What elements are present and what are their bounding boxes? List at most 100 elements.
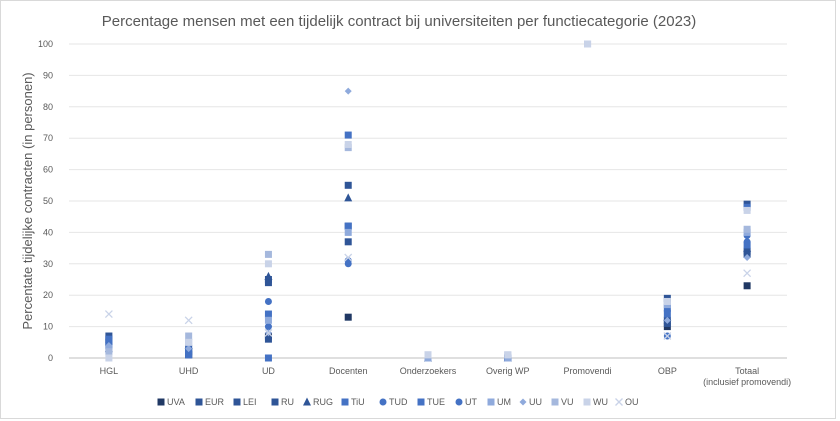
data-point-uva	[743, 282, 751, 290]
data-point-tud	[264, 323, 272, 331]
gridlines	[69, 43, 787, 359]
data-point-lei	[344, 181, 352, 189]
x-tick-label: Promovendi	[564, 366, 612, 376]
data-point-wu	[185, 338, 193, 346]
legend-label: TiU	[351, 397, 365, 407]
data-point-wu	[743, 206, 751, 214]
legend-label: UT	[465, 397, 477, 407]
legend-marker-vu	[551, 398, 559, 406]
legend-marker-lei	[233, 398, 241, 406]
legend: UVA EUR LEI RU RUG TiU TUD TUE UT UM UU VU WU OU	[157, 397, 639, 407]
legend-item-ou: OU	[615, 397, 639, 407]
legend-marker-ou	[615, 398, 623, 406]
data-point-wu	[504, 351, 512, 359]
legend-label: VU	[561, 397, 574, 407]
legend-item-ut: UT	[455, 397, 477, 407]
data-point-tue	[105, 335, 113, 343]
legend-item-lei: LEI	[233, 397, 257, 407]
legend-marker-uu	[519, 398, 527, 406]
x-tick-label: Totaal (inclusief promovendi)	[703, 366, 791, 387]
data-point-ou	[264, 328, 273, 337]
y-tick-label: 0	[48, 353, 53, 363]
y-tick-label: 20	[43, 290, 53, 300]
chart-title: Percentage mensen met een tijdelijk cont…	[102, 13, 697, 30]
legend-item-tud: TUD	[379, 397, 408, 407]
data-point-vu	[264, 250, 272, 258]
legend-item-wu: WU	[583, 397, 608, 407]
legend-item-rug: RUG	[303, 397, 333, 407]
y-tick-labels: 0 10 20 30 40 50 60 70 80 90 100	[38, 39, 53, 363]
data-point-ou	[344, 253, 353, 262]
data-point-ut	[264, 297, 272, 305]
legend-label: OU	[625, 397, 639, 407]
x-tick-label: Overig WP	[486, 366, 530, 376]
data-point-ou	[104, 310, 113, 318]
data-point-wu	[584, 40, 592, 48]
legend-label: RU	[281, 397, 294, 407]
data-point-uu	[743, 254, 751, 262]
data-point-ru	[264, 335, 272, 343]
x-tick-label: Onderzoekers	[400, 366, 457, 376]
data-point-um	[264, 316, 272, 324]
legend-marker-tue	[417, 398, 425, 406]
legend-item-tue: TUE	[417, 397, 445, 407]
legend-marker-tiu	[341, 398, 349, 406]
legend-item-uu: UU	[519, 397, 542, 407]
data-point-uu	[185, 345, 193, 353]
data-point-vu	[743, 225, 751, 233]
legend-label: UM	[497, 397, 511, 407]
data-point-ou	[663, 332, 672, 340]
data-point-tue	[264, 354, 272, 362]
data-point-wu	[424, 351, 432, 359]
legend-marker-tud	[379, 398, 387, 406]
y-tick-label: 50	[43, 196, 53, 206]
data-point-wu	[344, 140, 352, 148]
y-tick-label: 60	[43, 165, 53, 175]
data-point-uu	[105, 341, 113, 349]
x-tick-label: Docenten	[329, 366, 368, 376]
y-tick-label: 100	[38, 39, 53, 49]
data-point-vu	[185, 332, 193, 340]
legend-marker-um	[487, 398, 495, 406]
legend-label: TUD	[389, 397, 408, 407]
legend-marker-ut	[455, 398, 463, 406]
data-point-wu	[105, 354, 113, 362]
x-tick-label: HGL	[100, 366, 119, 376]
data-point-tiu	[344, 222, 352, 230]
data-point-uu	[344, 87, 352, 95]
legend-item-uva: UVA	[157, 397, 185, 407]
legend-item-um: UM	[487, 397, 511, 407]
data-point-rug	[344, 193, 353, 202]
legend-marker-eur	[195, 398, 203, 406]
legend-label: UVA	[167, 397, 185, 407]
x-tick-label: UD	[262, 366, 275, 376]
data-point-tue	[344, 131, 352, 139]
x-tick-label: OBP	[658, 366, 677, 376]
data-point-ru	[344, 238, 352, 246]
legend-item-vu: VU	[551, 397, 574, 407]
data-point-ut	[743, 238, 751, 246]
legend-label: UU	[529, 397, 542, 407]
data-point-wu	[264, 260, 272, 268]
legend-marker-ru	[271, 398, 279, 406]
data-point-tiu	[264, 310, 272, 318]
legend-label: WU	[593, 397, 608, 407]
x-tick-label: UHD	[179, 366, 199, 376]
data-point-uva	[344, 313, 352, 321]
legend-marker-uva	[157, 398, 165, 406]
legend-item-ru: RU	[271, 397, 294, 407]
y-axis-label: Percentate tijdelijke contracten (in per…	[20, 72, 35, 329]
legend-item-tiu: TiU	[341, 397, 365, 407]
data-point-rug	[264, 271, 273, 280]
data-point-um	[344, 228, 352, 236]
legend-label: TUE	[427, 397, 445, 407]
y-tick-label: 70	[43, 133, 53, 143]
x-tick-labels: HGL UHD UD Docenten Onderzoekers Overig WP Pro…	[100, 366, 792, 387]
data-point-wu	[663, 297, 671, 305]
y-tick-label: 40	[43, 227, 53, 237]
legend-label: RUG	[313, 397, 333, 407]
data-point-ou	[184, 316, 193, 325]
legend-label: EUR	[205, 397, 225, 407]
